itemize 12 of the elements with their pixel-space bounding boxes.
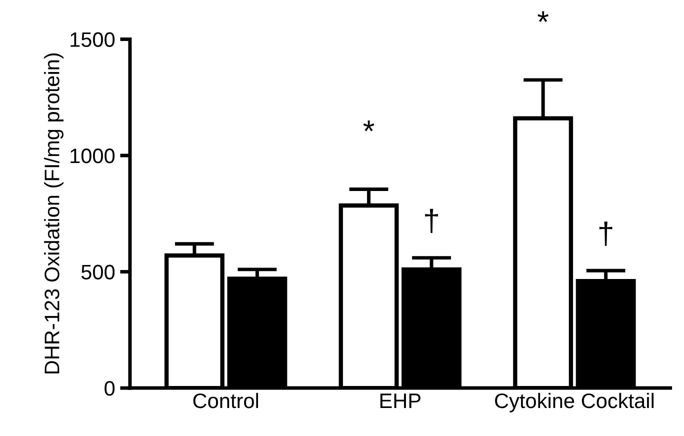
text: * — [538, 11, 549, 22]
y-tick-label: 500 — [81, 264, 115, 280]
y-tick-label: 0 — [104, 381, 115, 396]
y-tick-label: 1000 — [70, 148, 115, 164]
y-tick-label: 1500 — [70, 32, 115, 47]
x-tick-label: Cytokine Cocktail — [495, 392, 654, 412]
annotation: † — [425, 208, 438, 234]
x-tick-label: Control — [193, 392, 258, 408]
annotation: * — [363, 120, 374, 132]
y-axis-title: DHR-123 Oxidation (FI/mg protein) — [44, 53, 64, 374]
annotation: † — [599, 222, 612, 246]
x-tick-label: EHP — [380, 394, 420, 408]
